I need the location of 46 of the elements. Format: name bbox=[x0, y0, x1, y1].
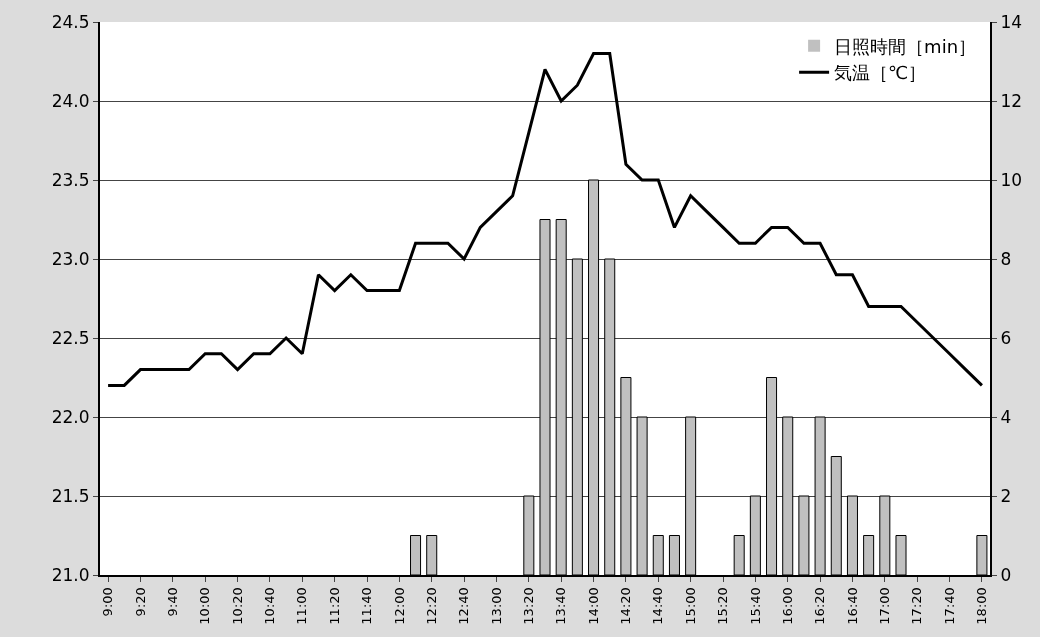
x-tick-label: 12:00 bbox=[391, 587, 407, 625]
x-tick-label: 10:40 bbox=[262, 587, 278, 625]
x-tick-label: 9:20 bbox=[132, 587, 148, 617]
y-tick-label: 24.5 bbox=[51, 11, 90, 32]
x-tick-label: 10:20 bbox=[229, 587, 245, 625]
x-tick-label: 15:00 bbox=[682, 587, 698, 625]
y2-tick-label: 14 bbox=[1000, 11, 1023, 32]
x-tick-label: 14:00 bbox=[585, 587, 601, 625]
x-tick-label: 10:00 bbox=[197, 587, 213, 625]
x-tick-label: 13:40 bbox=[553, 587, 569, 625]
y-tick-label: 22.0 bbox=[51, 406, 90, 427]
y2-tick-label: 0 bbox=[1000, 564, 1012, 585]
y-tick-label: 23.5 bbox=[51, 169, 90, 190]
y-tick-label: 21.0 bbox=[51, 564, 90, 585]
x-tick-label: 18:00 bbox=[974, 587, 990, 625]
y-tick-label: 24.0 bbox=[51, 90, 90, 111]
legend-label: 気温［℃］ bbox=[834, 62, 927, 84]
y2-tick-label: 12 bbox=[1000, 90, 1023, 111]
x-tick-label: 16:00 bbox=[779, 587, 795, 625]
x-tick-label: 11:00 bbox=[294, 587, 310, 625]
legend-label: 日照時間［min］ bbox=[834, 35, 977, 57]
x-tick-label: 14:20 bbox=[618, 587, 634, 625]
x-tick-label: 15:20 bbox=[715, 587, 731, 625]
y2-tick-label: 8 bbox=[1000, 248, 1012, 269]
x-tick-label: 13:00 bbox=[488, 587, 504, 625]
x-tick-label: 11:40 bbox=[359, 587, 375, 625]
x-tick-label: 12:20 bbox=[423, 587, 439, 625]
y-tick-label: 23.0 bbox=[51, 248, 90, 269]
x-tick-label: 15:40 bbox=[747, 587, 763, 625]
y-tick-label: 21.5 bbox=[51, 485, 90, 506]
y2-tick-label: 6 bbox=[1000, 327, 1012, 348]
y2-tick-label: 4 bbox=[1000, 406, 1012, 427]
x-tick-label: 17:00 bbox=[877, 587, 893, 625]
x-tick-label: 13:20 bbox=[521, 587, 537, 625]
x-tick-label: 16:20 bbox=[812, 587, 828, 625]
x-tick-label: 14:40 bbox=[650, 587, 666, 625]
y-tick-label: 22.5 bbox=[51, 327, 90, 348]
y2-tick-label: 2 bbox=[1000, 485, 1012, 506]
x-tick-label: 11:20 bbox=[326, 587, 342, 625]
x-tick-label: 17:20 bbox=[909, 587, 925, 625]
x-tick-label: 17:40 bbox=[941, 587, 957, 625]
x-tick-label: 12:40 bbox=[456, 587, 472, 625]
x-tick-label: 16:40 bbox=[844, 587, 860, 625]
y2-tick-label: 10 bbox=[1000, 169, 1023, 190]
x-tick-label: 9:40 bbox=[165, 587, 181, 617]
x-tick-label: 9:00 bbox=[100, 587, 116, 617]
